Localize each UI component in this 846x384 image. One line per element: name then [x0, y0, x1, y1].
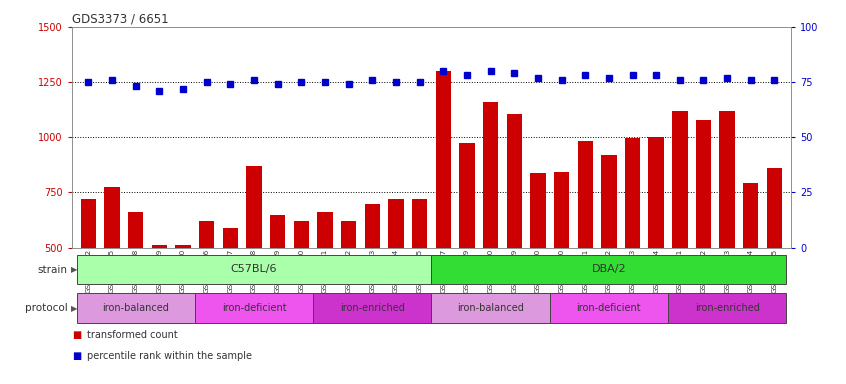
Text: transformed count: transformed count — [87, 330, 178, 340]
Bar — [695, 120, 711, 358]
Bar — [128, 212, 144, 358]
Bar — [483, 102, 498, 358]
Bar — [294, 221, 309, 358]
Bar — [365, 204, 380, 358]
Bar — [436, 71, 451, 358]
Bar — [104, 187, 120, 358]
Bar — [550, 293, 668, 323]
Bar — [195, 293, 313, 323]
Bar — [313, 293, 431, 323]
Bar — [578, 141, 593, 358]
Bar — [766, 168, 783, 358]
Bar — [80, 199, 96, 358]
Bar — [672, 111, 688, 358]
Bar — [602, 155, 617, 358]
Text: iron-enriched: iron-enriched — [695, 303, 760, 313]
Text: DBA/2: DBA/2 — [591, 264, 626, 274]
Bar — [199, 221, 214, 358]
Bar — [625, 138, 640, 358]
Text: iron-balanced: iron-balanced — [102, 303, 169, 313]
Bar — [743, 182, 759, 358]
Bar — [459, 143, 475, 358]
Bar — [668, 293, 786, 323]
Text: strain: strain — [38, 265, 68, 275]
Bar — [77, 255, 431, 285]
Bar — [270, 215, 285, 358]
Bar — [431, 293, 550, 323]
Bar — [719, 111, 735, 358]
Bar — [175, 245, 191, 358]
Text: ■: ■ — [72, 330, 81, 340]
Bar — [431, 255, 786, 285]
Bar — [341, 221, 356, 358]
Text: C57BL/6: C57BL/6 — [231, 264, 277, 274]
Bar — [649, 137, 664, 358]
Text: ■: ■ — [72, 351, 81, 361]
Text: iron-deficient: iron-deficient — [222, 303, 286, 313]
Text: ▶: ▶ — [71, 304, 78, 313]
Text: iron-enriched: iron-enriched — [340, 303, 404, 313]
Bar — [412, 199, 427, 358]
Text: iron-balanced: iron-balanced — [457, 303, 524, 313]
Text: GDS3373 / 6651: GDS3373 / 6651 — [72, 13, 168, 26]
Text: ▶: ▶ — [71, 265, 78, 274]
Text: percentile rank within the sample: percentile rank within the sample — [87, 351, 252, 361]
Bar — [507, 114, 522, 358]
Bar — [222, 228, 238, 358]
Text: iron-deficient: iron-deficient — [577, 303, 641, 313]
Bar — [246, 166, 261, 358]
Text: protocol: protocol — [25, 303, 68, 313]
Bar — [317, 212, 332, 358]
Bar — [151, 245, 168, 358]
Bar — [530, 173, 546, 358]
Bar — [554, 172, 569, 358]
Bar — [388, 199, 404, 358]
Bar — [77, 293, 195, 323]
